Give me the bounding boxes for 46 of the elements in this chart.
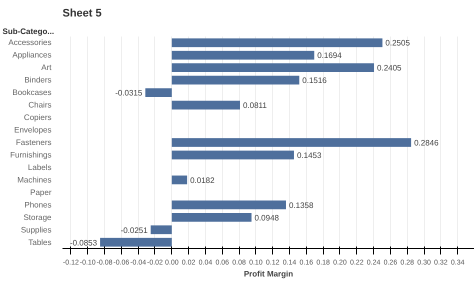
data-label: 0.1453 (296, 150, 322, 160)
data-label: 0.2846 (414, 138, 440, 148)
bar (172, 50, 314, 60)
bar (145, 88, 172, 97)
data-label: 0.2505 (385, 38, 410, 48)
bar (172, 176, 188, 184)
data-label: -0.0853 (70, 238, 98, 248)
y-tick-label: Phones (24, 200, 52, 210)
data-label: 0.0182 (190, 176, 216, 185)
y-tick-label: Furnishings (10, 150, 52, 160)
bar (100, 238, 172, 247)
data-label: -0.0251 (120, 226, 148, 235)
y-tick-label: Fasteners (16, 138, 52, 147)
bar (172, 38, 382, 48)
x-axis-title: Profit Margin (244, 270, 294, 278)
data-label: -0.0315 (115, 88, 143, 98)
y-tick-label: Supplies (20, 225, 52, 234)
data-label: 0.1694 (317, 51, 342, 60)
data-label: 0.1358 (288, 200, 314, 210)
bar (172, 212, 252, 222)
y-tick-label: Chairs (28, 100, 52, 110)
bar (172, 200, 286, 210)
bar (172, 100, 240, 110)
data-label: 0.1516 (302, 76, 328, 86)
y-tick-label: Machines (17, 175, 52, 184)
y-tick-label: Paper (30, 188, 52, 197)
data-label: 0.2405 (377, 64, 402, 73)
y-tick-label: Copiers (24, 113, 52, 122)
y-tick-label: Envelopes (14, 126, 52, 135)
y-tick-label: Storage (23, 212, 52, 222)
y-tick-label: Tables (28, 238, 52, 247)
y-tick-label: Labels (28, 162, 52, 172)
data-label: 0.0948 (254, 213, 280, 222)
y-tick-label: Art (41, 63, 52, 72)
bar (172, 76, 300, 85)
bar (172, 150, 294, 160)
y-tick-label: Appliances (12, 50, 52, 60)
chart-title: Sheet 5 (62, 8, 102, 20)
y-tick-label: Bookcases (12, 88, 52, 98)
y-tick-label: Binders (24, 76, 52, 85)
bar (172, 63, 374, 72)
bar (172, 138, 412, 147)
data-label: 0.0811 (242, 101, 268, 110)
y-axis-title: Sub-Catego... (2, 27, 54, 36)
y-tick-label: Accessories (8, 38, 52, 48)
bar (150, 225, 172, 234)
